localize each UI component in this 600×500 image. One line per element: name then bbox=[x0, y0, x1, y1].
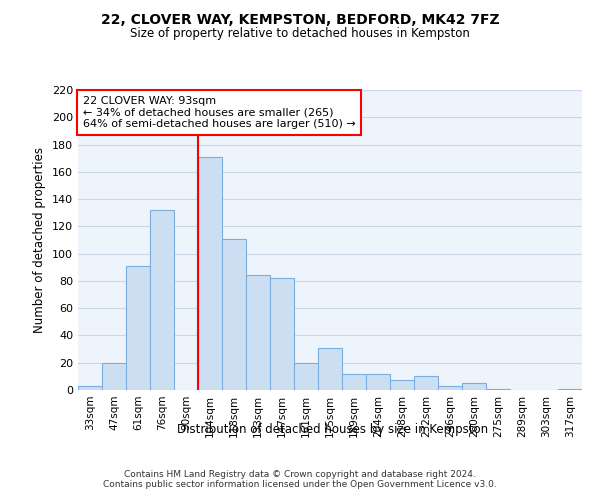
Bar bbox=[558, 388, 582, 390]
Bar bbox=[366, 374, 390, 390]
Bar bbox=[222, 238, 246, 390]
Bar bbox=[126, 266, 150, 390]
Text: Contains HM Land Registry data © Crown copyright and database right 2024.: Contains HM Land Registry data © Crown c… bbox=[124, 470, 476, 479]
Bar bbox=[294, 362, 318, 390]
Bar bbox=[102, 362, 126, 390]
Bar bbox=[318, 348, 342, 390]
Bar bbox=[270, 278, 294, 390]
Bar bbox=[414, 376, 438, 390]
Y-axis label: Number of detached properties: Number of detached properties bbox=[34, 147, 46, 333]
Text: 22 CLOVER WAY: 93sqm
← 34% of detached houses are smaller (265)
64% of semi-deta: 22 CLOVER WAY: 93sqm ← 34% of detached h… bbox=[83, 96, 356, 129]
Bar bbox=[198, 157, 222, 390]
Bar bbox=[486, 388, 510, 390]
Bar bbox=[78, 386, 102, 390]
Bar bbox=[246, 276, 270, 390]
Bar bbox=[438, 386, 462, 390]
Text: Distribution of detached houses by size in Kempston: Distribution of detached houses by size … bbox=[178, 422, 488, 436]
Text: 22, CLOVER WAY, KEMPSTON, BEDFORD, MK42 7FZ: 22, CLOVER WAY, KEMPSTON, BEDFORD, MK42 … bbox=[101, 12, 499, 26]
Bar bbox=[150, 210, 174, 390]
Bar bbox=[342, 374, 366, 390]
Bar bbox=[390, 380, 414, 390]
Text: Contains public sector information licensed under the Open Government Licence v3: Contains public sector information licen… bbox=[103, 480, 497, 489]
Bar bbox=[462, 383, 486, 390]
Text: Size of property relative to detached houses in Kempston: Size of property relative to detached ho… bbox=[130, 28, 470, 40]
